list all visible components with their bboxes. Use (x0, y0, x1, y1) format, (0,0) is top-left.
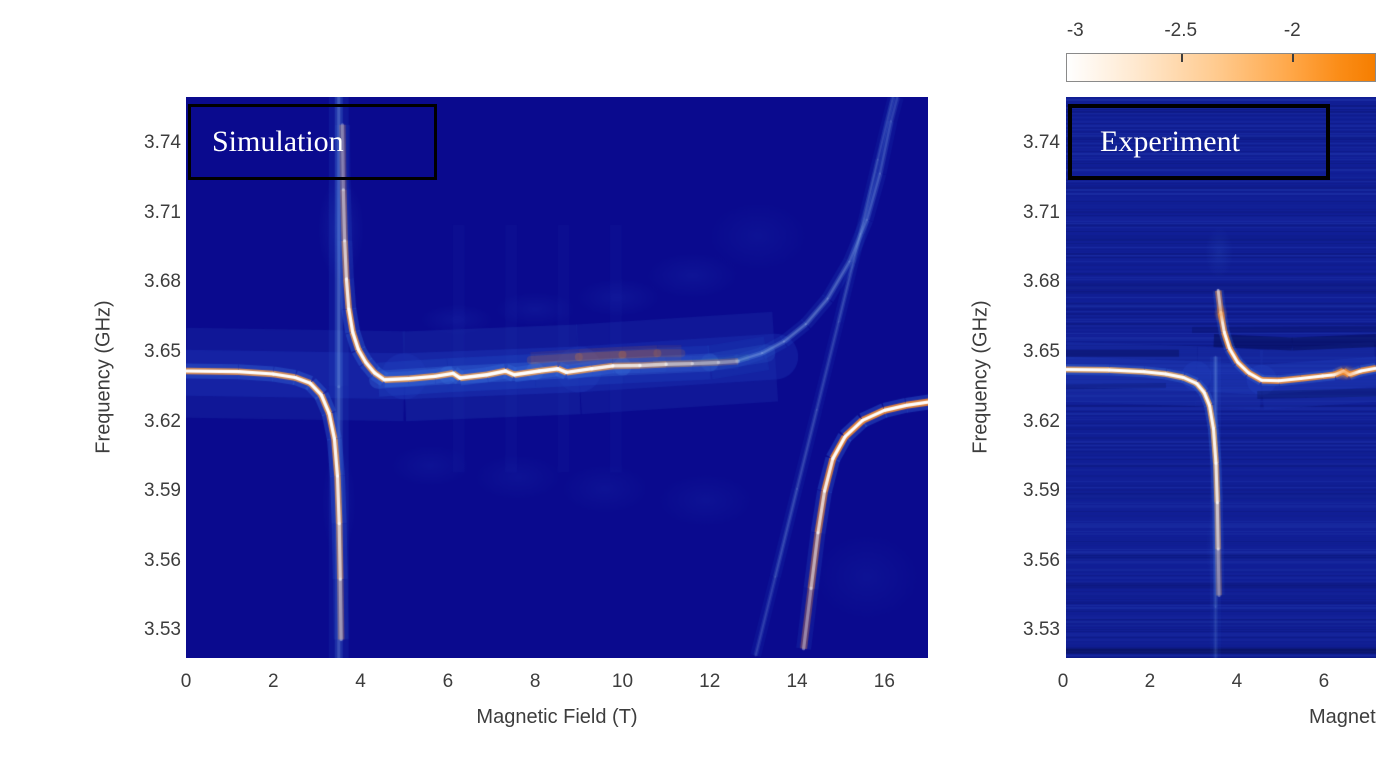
sim-x-tick-label: 4 (355, 671, 366, 692)
exp-x-tick-label: 0 (1057, 671, 1069, 692)
exp-x-tick-label: 4 (1231, 671, 1243, 692)
colorbar-tick-mark (1180, 54, 1183, 62)
exp-x-tick-label: 2 (1144, 671, 1156, 692)
exp-y-tick-label: 3.53 (1023, 619, 1060, 641)
simulation-panel-label-box: Simulation (188, 104, 437, 180)
experiment-panel-label-box: Experiment (1068, 104, 1330, 180)
sim-x-tick-label: 8 (529, 671, 541, 692)
sim-y-tick-label: 3.65 (144, 341, 181, 362)
sim-x-tick-label: 2 (267, 671, 279, 692)
sim-x-tick-label: 10 (611, 671, 634, 692)
exp-y-tick-label: 3.59 (1023, 480, 1060, 502)
sim-y-tick-label: 3.62 (144, 410, 181, 432)
colorbar-tick-mark (1292, 54, 1295, 62)
sim-y-tick-label: 3.59 (144, 480, 181, 502)
simulation-x-axis-label: Magnetic Field (T) (476, 706, 638, 728)
sim-x-tick-label: 16 (873, 671, 895, 692)
colorbar-tick-label: -2 (1283, 20, 1301, 41)
sim-y-tick-label: 3.74 (144, 132, 181, 154)
exp-y-tick-label: 3.68 (1023, 271, 1060, 293)
colorbar-tick-label: -2.5 (1164, 20, 1198, 41)
sim-x-tick-label: 12 (699, 671, 721, 692)
colorbar (1066, 53, 1376, 82)
sim-y-tick-label: 3.71 (144, 201, 181, 223)
sim-y-tick-label: 3.56 (144, 549, 181, 571)
simulation-heatmap (186, 97, 928, 658)
experiment-heatmap (1066, 97, 1376, 658)
exp-y-tick-label: 3.65 (1023, 341, 1060, 362)
exp-y-tick-label: 3.62 (1023, 410, 1060, 432)
colorbar-tick-label: -3 (1066, 20, 1084, 41)
sim-y-tick-label: 3.53 (144, 619, 181, 641)
exp-y-tick-label: 3.74 (1023, 132, 1060, 154)
experiment-panel-label: Experiment (1100, 125, 1240, 158)
sim-x-tick-label: 0 (180, 671, 192, 692)
simulation-panel-label: Simulation (212, 125, 344, 158)
sim-x-tick-label: 14 (786, 671, 808, 692)
sim-x-tick-label: 6 (442, 671, 454, 692)
exp-y-tick-label: 3.56 (1023, 549, 1060, 571)
exp-x-tick-label: 6 (1318, 671, 1330, 692)
sim-y-tick-label: 3.68 (144, 271, 181, 293)
exp-y-tick-label: 3.71 (1023, 201, 1060, 223)
experiment-x-axis-label: Magnetic Field (T) (1309, 706, 1376, 728)
